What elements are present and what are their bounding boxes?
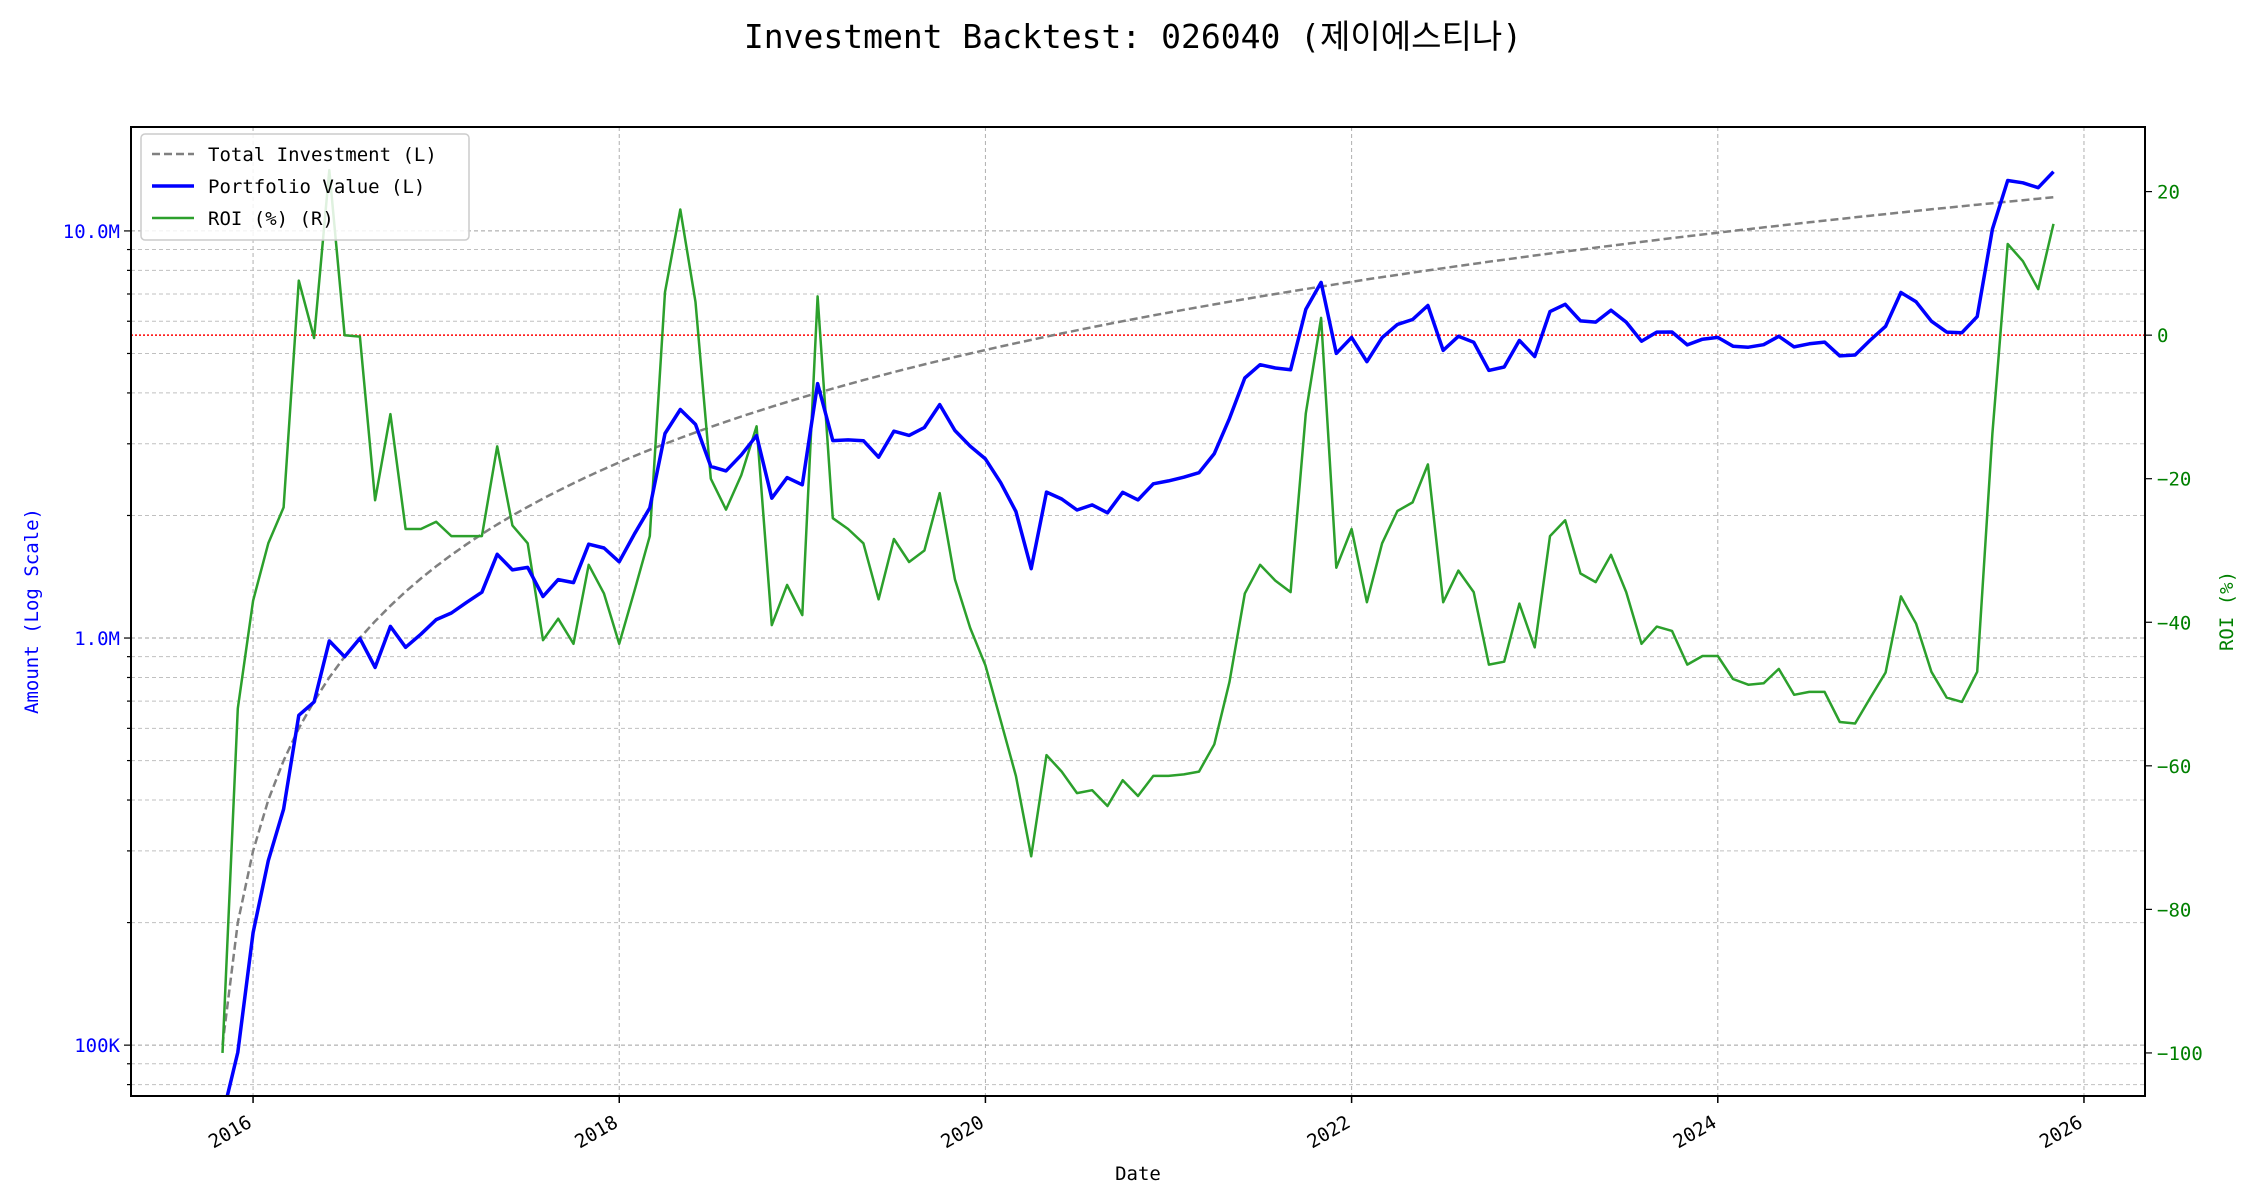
- left-tick-label: 1.0M: [74, 628, 120, 650]
- left-axis-label: Amount (Log Scale): [21, 508, 43, 714]
- x-tick-label: 2016: [205, 1111, 256, 1153]
- right-axis: 20 0 −20 −40 −60 −80 −100: [2145, 182, 2203, 1065]
- left-axis: 100K 1.0M 10.0M: [63, 221, 131, 1086]
- right-tick-label: −20: [2157, 469, 2191, 491]
- legend-label-portfolio: Portfolio Value (L): [208, 176, 425, 198]
- right-tick-label: −60: [2157, 756, 2191, 778]
- left-tick-label: 100K: [74, 1035, 120, 1057]
- right-tick-label: 20: [2157, 182, 2180, 204]
- right-tick-label: −80: [2157, 899, 2191, 921]
- x-tick-label: 2024: [1670, 1111, 1721, 1153]
- right-tick-label: −100: [2157, 1043, 2203, 1065]
- x-axis: 2016 2018 2020 2022 2024 2026: [205, 1096, 2087, 1153]
- legend: Total Investment (L) Portfolio Value (L)…: [140, 133, 470, 241]
- x-tick-label: 2022: [1303, 1111, 1354, 1153]
- left-tick-label: 10.0M: [63, 221, 120, 243]
- grid: [131, 127, 2145, 1096]
- x-tick-label: 2026: [2036, 1111, 2087, 1153]
- legend-label-investment: Total Investment (L): [208, 144, 437, 166]
- right-tick-label: −40: [2157, 612, 2191, 634]
- plot-frame: [130, 126, 2146, 1097]
- legend-box: [140, 133, 470, 241]
- roi-line: [221, 168, 2055, 1053]
- legend-label-roi: ROI (%) (R): [208, 208, 334, 230]
- x-axis-label: Date: [1115, 1163, 1161, 1185]
- series-lines: [221, 168, 2055, 1096]
- right-tick-label: 0: [2157, 325, 2168, 347]
- x-tick-label: 2018: [571, 1111, 622, 1153]
- portfolio-value-line: [225, 170, 2055, 1096]
- total-investment-line: [221, 195, 2054, 1046]
- right-axis-label: ROI (%): [2216, 571, 2238, 651]
- x-tick-label: 2020: [937, 1111, 988, 1153]
- chart-title: Investment Backtest: 026040 (제이에스티나): [744, 17, 1522, 56]
